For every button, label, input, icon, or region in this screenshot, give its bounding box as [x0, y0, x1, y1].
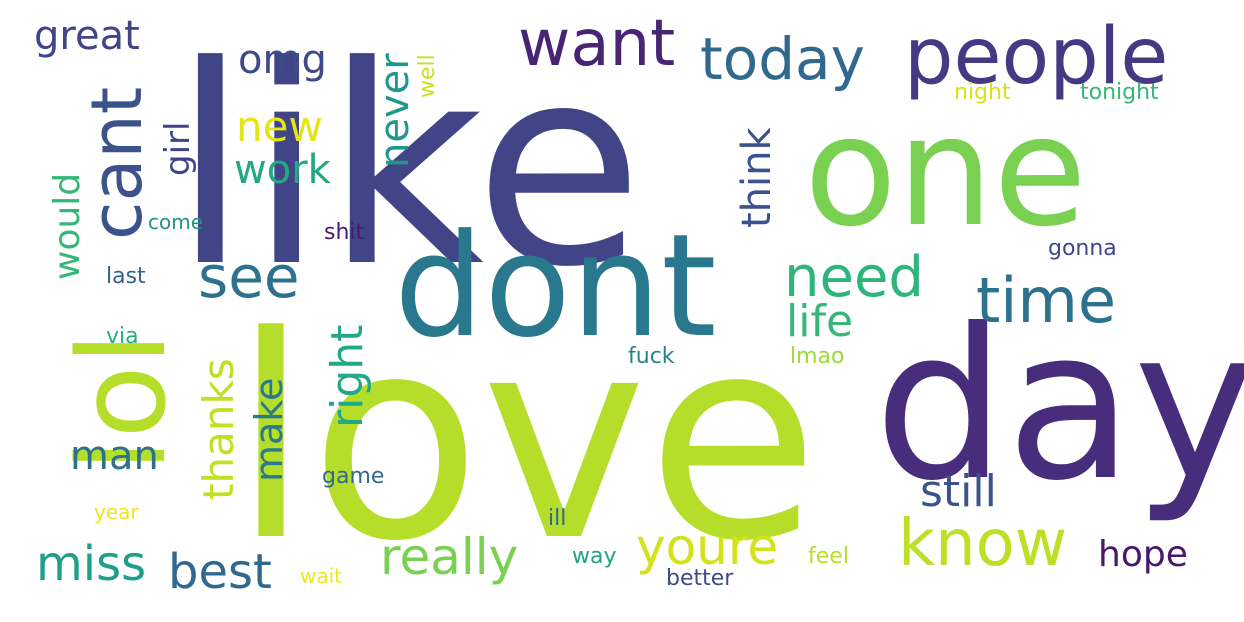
word-well: well	[415, 54, 440, 98]
word-make: make	[247, 377, 291, 482]
word-shit: shit	[324, 220, 365, 245]
word-work: work	[234, 147, 331, 193]
word-new: new	[236, 102, 323, 151]
word-see: see	[198, 243, 300, 311]
word-game: game	[322, 464, 385, 489]
word-tonight: tonight	[1080, 80, 1159, 105]
word-feel: feel	[808, 544, 849, 569]
word-man: man	[70, 433, 159, 479]
word-girl: girl	[158, 121, 198, 176]
word-want: want	[518, 7, 676, 81]
word-love: love	[232, 277, 820, 603]
word-need: need	[784, 245, 924, 310]
word-fuck: fuck	[628, 344, 675, 369]
word-year: year	[94, 500, 139, 524]
word-wait: wait	[300, 564, 343, 588]
word-know: know	[898, 507, 1068, 581]
word-cloud: like one love dont day people lol cant want today…	[14, 0, 1244, 610]
word-lmao: lmao	[790, 344, 845, 369]
word-life: life	[786, 296, 854, 347]
word-like: like	[172, 7, 644, 327]
word-night: night	[954, 80, 1011, 105]
word-never: never	[372, 53, 418, 168]
word-last: last	[106, 264, 146, 289]
word-time: time	[976, 264, 1117, 337]
word-omg: omg	[238, 37, 327, 83]
word-would: would	[47, 172, 88, 280]
word-youre: youre	[636, 518, 779, 576]
word-right: right	[322, 324, 373, 428]
word-cant: cant	[76, 86, 158, 240]
word-dont: dont	[394, 204, 717, 369]
word-miss: miss	[36, 536, 147, 592]
word-today: today	[700, 25, 865, 93]
word-one: one	[804, 83, 1087, 260]
word-really: really	[380, 528, 519, 586]
word-hope: hope	[1098, 534, 1188, 575]
word-come: come	[148, 210, 204, 234]
word-best: best	[168, 544, 272, 600]
word-gonna: gonna	[1048, 236, 1117, 261]
word-way: way	[572, 544, 617, 569]
word-thanks: thanks	[194, 358, 243, 500]
word-think: think	[734, 127, 780, 228]
word-via: via	[106, 324, 139, 349]
word-better: better	[666, 566, 734, 591]
word-day: day	[874, 285, 1244, 527]
word-still: still	[920, 466, 997, 517]
word-ill: ill	[548, 506, 567, 531]
word-people: people	[904, 12, 1169, 102]
word-great: great	[34, 13, 140, 59]
